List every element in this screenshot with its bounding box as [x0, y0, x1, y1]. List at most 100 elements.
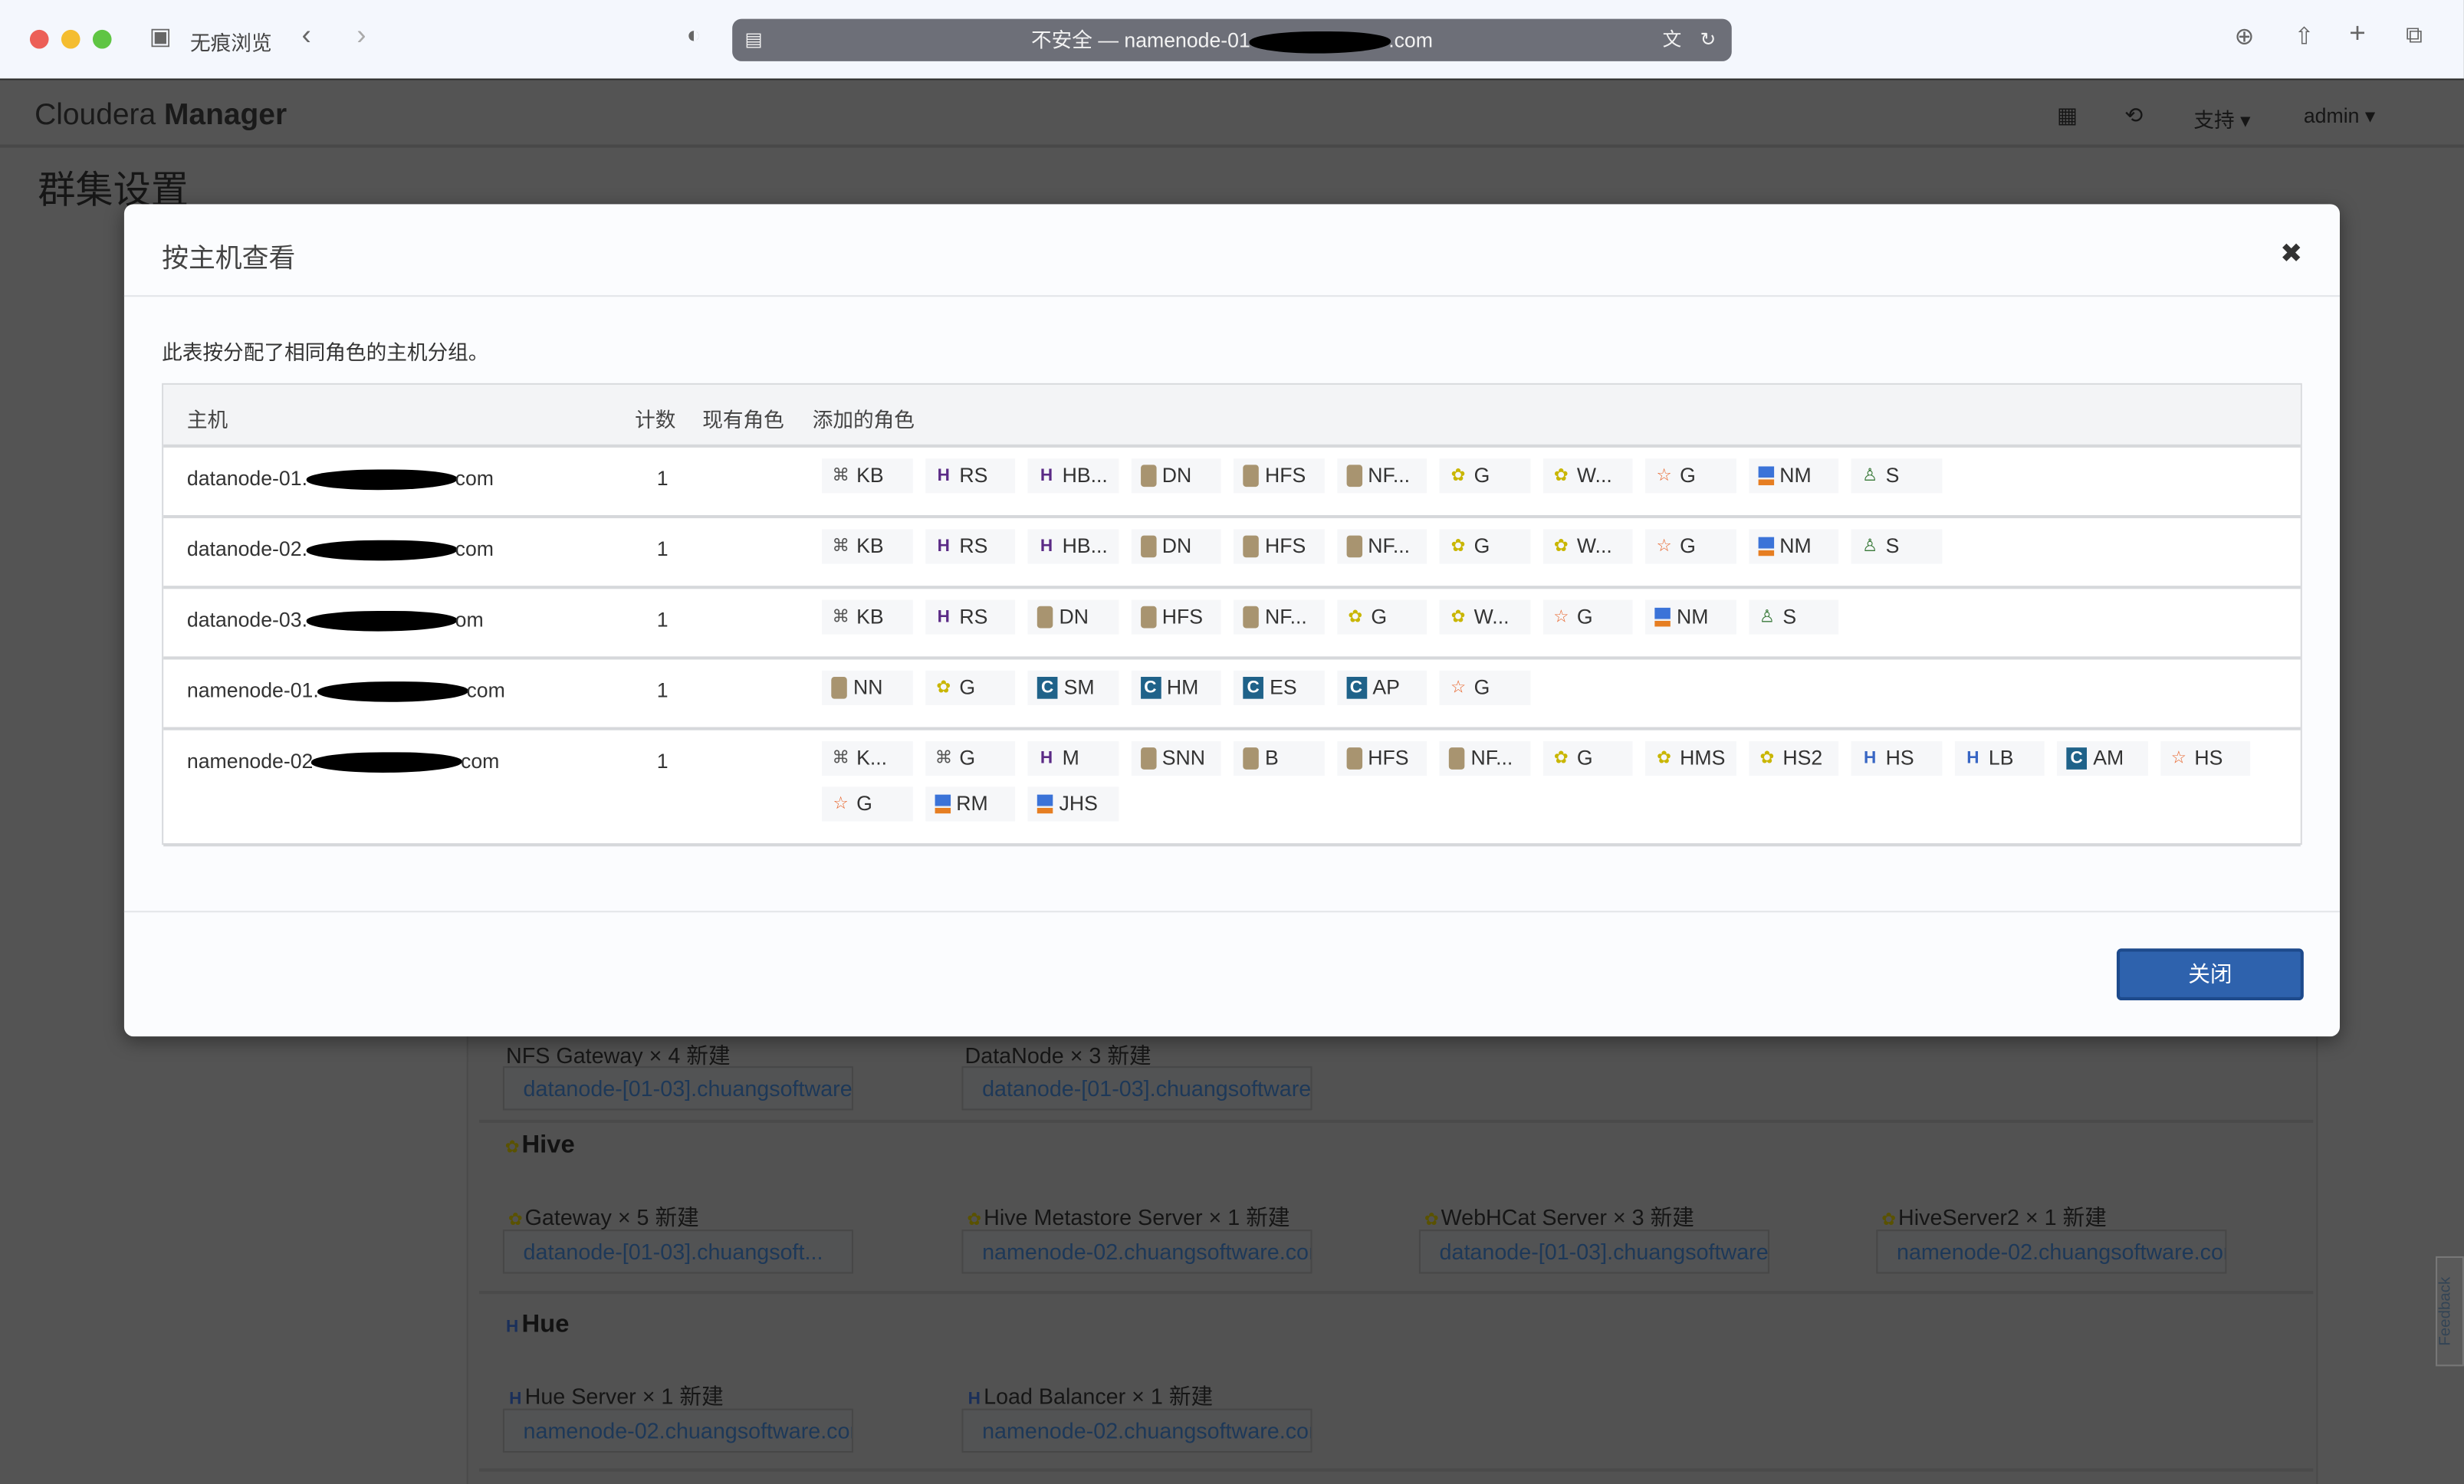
role-chip[interactable]: ✿ G: [1439, 458, 1530, 494]
role-chip[interactable]: ☆ G: [1645, 529, 1736, 564]
close-button[interactable]: 关闭: [2116, 948, 2304, 1001]
role-chip[interactable]: HFS: [1336, 740, 1427, 776]
feedback-tab[interactable]: Feedback: [2436, 1256, 2464, 1367]
role-hosts-input[interactable]: datanode-[01-03].chuangsoft...: [502, 1230, 853, 1274]
forward-icon[interactable]: ›: [356, 18, 366, 51]
browser-toolbar: ▣ 无痕浏览 ‹ › ◐ ▤ 不安全 — namenode-01 .com 文 ↻…: [0, 0, 2464, 80]
role-chip[interactable]: SNN: [1130, 740, 1221, 776]
role-chip[interactable]: ✿ HMS: [1645, 740, 1736, 776]
role-chip[interactable]: NF...: [1439, 740, 1530, 776]
sqoop-icon: ♙: [1862, 466, 1878, 486]
role-chip[interactable]: C ES: [1234, 670, 1324, 705]
translate-icon[interactable]: 文: [1662, 28, 1682, 51]
role-chip[interactable]: RM: [925, 786, 1016, 822]
user-menu[interactable]: admin ▾: [2303, 103, 2376, 127]
role-chip[interactable]: NM: [1645, 599, 1736, 635]
role-chip[interactable]: ♙ S: [1851, 458, 1942, 494]
privacy-shield-icon[interactable]: ◐: [686, 21, 701, 49]
new-tab-icon[interactable]: +: [2349, 17, 2366, 49]
role-chip[interactable]: NM: [1748, 529, 1839, 564]
column-host[interactable]: 主机: [186, 408, 228, 432]
role-hosts-input[interactable]: namenode-02.chuangsoftware.cor: [502, 1408, 853, 1453]
tasks-icon[interactable]: ⟲: [2124, 102, 2144, 127]
role-chip[interactable]: H HB...: [1027, 458, 1119, 494]
support-menu[interactable]: 支持 ▾: [2193, 108, 2251, 133]
role-abbr: G: [1473, 675, 1490, 699]
role-chip[interactable]: ✿ G: [1542, 740, 1633, 776]
role-chip[interactable]: NM: [1748, 458, 1839, 494]
role-chip[interactable]: ✿ W...: [1542, 529, 1633, 564]
close-icon[interactable]: ✖: [2280, 238, 2303, 269]
role-chip[interactable]: C HM: [1130, 670, 1221, 705]
kafka-icon: ⌘: [935, 749, 953, 768]
role-hosts-input[interactable]: namenode-02.chuangsoftware.cor: [1876, 1230, 2227, 1274]
role-chip[interactable]: ⌘ KB: [821, 599, 912, 635]
role-chip[interactable]: NF...: [1336, 529, 1427, 564]
role-chip[interactable]: ✿ G: [925, 670, 1016, 705]
role-chip[interactable]: ⌘ KB: [821, 458, 912, 494]
role-chip[interactable]: ✿ W...: [1439, 599, 1530, 635]
minimize-window-button[interactable]: [61, 29, 80, 49]
hive-icon: ✿: [1759, 749, 1775, 768]
role-chip[interactable]: C SM: [1027, 670, 1119, 705]
role-chip[interactable]: C AP: [1336, 670, 1427, 705]
role-chip[interactable]: DN: [1130, 529, 1221, 564]
role-chip[interactable]: ✿ G: [1439, 529, 1530, 564]
role-chip[interactable]: ☆ G: [1542, 599, 1633, 635]
role-chips: NN ✿ G C SM C HM C ES C AP ☆ G: [821, 670, 2283, 705]
role-chip[interactable]: B: [1234, 740, 1324, 776]
role-hosts-input[interactable]: datanode-[01-03].chuangsoftware.: [1418, 1230, 1769, 1274]
role-chip[interactable]: ⌘ K...: [821, 740, 912, 776]
address-bar[interactable]: ▤ 不安全 — namenode-01 .com 文 ↻: [732, 18, 1732, 61]
nfs-gateway-hosts-input[interactable]: datanode-[01-03].chuangsoftware.: [502, 1066, 853, 1111]
host-name: datanode-02. com: [187, 537, 494, 561]
close-window-button[interactable]: [29, 29, 49, 49]
spark-icon: ☆: [2170, 749, 2187, 768]
role-chip[interactable]: H LB: [1953, 740, 2045, 776]
role-chip[interactable]: HFS: [1234, 458, 1324, 494]
role-chip[interactable]: ☆ G: [1645, 458, 1736, 494]
role-chip[interactable]: H HB...: [1027, 529, 1119, 564]
parcel-icon[interactable]: ▦: [2057, 102, 2078, 127]
sidebar-icon[interactable]: ▣: [149, 23, 172, 51]
role-hosts-input[interactable]: namenode-02.chuangsoftware.cor: [961, 1408, 1312, 1453]
role-chip[interactable]: HFS: [1130, 599, 1221, 635]
back-icon[interactable]: ‹: [301, 18, 311, 51]
role-chip[interactable]: C AM: [2057, 740, 2147, 776]
column-count[interactable]: 计数: [635, 408, 676, 432]
role-hosts-input[interactable]: namenode-02.chuangsoftware.cor: [961, 1230, 1312, 1274]
role-chip[interactable]: ✿ W...: [1542, 458, 1633, 494]
role-chip[interactable]: ⌘ KB: [821, 529, 912, 564]
tabs-overview-icon[interactable]: ⧉: [2406, 21, 2423, 49]
role-chip[interactable]: ✿ HS2: [1748, 740, 1839, 776]
role-chip[interactable]: NF...: [1336, 458, 1427, 494]
role-chip[interactable]: ☆ G: [821, 786, 912, 822]
maximize-window-button[interactable]: [92, 29, 112, 49]
role-chip[interactable]: H RS: [925, 599, 1016, 635]
role-chip[interactable]: ♙ S: [1748, 599, 1839, 635]
share-icon[interactable]: ⇧: [2294, 23, 2315, 51]
datanode-hosts-input[interactable]: datanode-[01-03].chuangsoftware.: [961, 1066, 1312, 1111]
role-chip[interactable]: ✿ G: [1336, 599, 1427, 635]
role-chip[interactable]: ☆ HS: [2160, 740, 2251, 776]
role-chip[interactable]: ♙ S: [1851, 529, 1942, 564]
hue-icon: H: [1863, 749, 1877, 768]
download-icon[interactable]: ⊕: [2234, 23, 2255, 51]
page-icon: ▤: [744, 28, 763, 51]
role-chip[interactable]: NF...: [1234, 599, 1324, 635]
role-chip[interactable]: ☆ G: [1439, 670, 1530, 705]
role-chip[interactable]: JHS: [1027, 786, 1119, 822]
brand-logo[interactable]: Cloudera Manager: [34, 99, 287, 133]
role-abbr: NN: [853, 675, 883, 699]
role-chip[interactable]: H RS: [925, 458, 1016, 494]
role-chip[interactable]: NN: [821, 670, 912, 705]
role-chip[interactable]: DN: [1027, 599, 1119, 635]
role-chip[interactable]: H RS: [925, 529, 1016, 564]
role-chip[interactable]: HFS: [1234, 529, 1324, 564]
role-chip[interactable]: H HS: [1851, 740, 1942, 776]
role-chip[interactable]: DN: [1130, 458, 1221, 494]
role-abbr: NF...: [1368, 463, 1411, 488]
role-chip[interactable]: ⌘ G: [925, 740, 1016, 776]
reload-icon[interactable]: ↻: [1700, 28, 1717, 51]
